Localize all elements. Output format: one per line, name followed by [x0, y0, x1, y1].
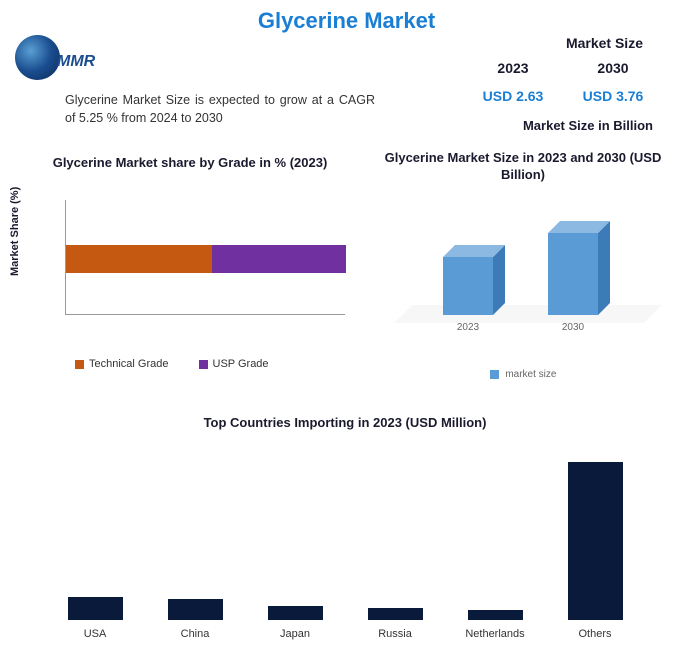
- ms-value-2: USD 3.76: [583, 88, 644, 104]
- bar3d-side: [493, 245, 505, 315]
- import-bar: [368, 608, 423, 620]
- share-legend-item-1: USP Grade: [199, 358, 269, 370]
- import-label: USA: [84, 628, 107, 640]
- import-bar-wrap-4: Netherlands: [455, 610, 535, 620]
- bar3d-front: [443, 257, 493, 315]
- market-size-values: USD 2.63 USD 3.76: [463, 88, 663, 104]
- import-bar: [68, 597, 123, 620]
- bar3d-label: 2023: [438, 322, 498, 333]
- legend-swatch-icon: [199, 360, 208, 369]
- import-bar-wrap-5: Others: [555, 462, 635, 620]
- import-bar-wrap-1: China: [155, 599, 235, 620]
- share-legend: Technical Grade USP Grade: [75, 358, 269, 370]
- size-3d-area: 2023 2030: [393, 195, 653, 335]
- legend-swatch-icon: [75, 360, 84, 369]
- legend-label: Technical Grade: [89, 358, 169, 370]
- import-bar: [168, 599, 223, 620]
- market-size-header: Market Size: [566, 35, 643, 51]
- import-bar-wrap-3: Russia: [355, 608, 435, 620]
- import-chart: Top Countries Importing in 2023 (USD Mil…: [25, 415, 665, 645]
- import-label: Japan: [280, 628, 310, 640]
- ms-year-2: 2030: [597, 60, 628, 76]
- import-bar: [468, 610, 523, 620]
- main-title: Glycerine Market: [0, 8, 693, 34]
- share-segment-1: [212, 245, 346, 273]
- description-text: Glycerine Market Size is expected to gro…: [65, 92, 375, 127]
- ms-year-1: 2023: [497, 60, 528, 76]
- logo-globe-icon: [15, 35, 60, 80]
- logo-text: MMR: [57, 53, 95, 71]
- bar3d-front: [548, 233, 598, 315]
- market-size-unit: Market Size in Billion: [523, 118, 653, 133]
- import-label: Russia: [378, 628, 412, 640]
- import-label: Others: [578, 628, 611, 640]
- bar3d-side: [598, 221, 610, 315]
- import-label: China: [181, 628, 210, 640]
- import-bar-wrap-2: Japan: [255, 606, 335, 620]
- size-chart: Glycerine Market Size in 2023 and 2030 (…: [373, 150, 673, 380]
- size-legend: market size: [373, 369, 673, 380]
- mmr-logo: MMR: [15, 35, 105, 85]
- import-bar-wrap-0: USA: [55, 597, 135, 620]
- import-bar: [268, 606, 323, 620]
- share-stacked-bar: [66, 245, 346, 273]
- import-bar: [568, 462, 623, 620]
- size-legend-swatch: [490, 370, 499, 379]
- import-bars: USA China Japan Russia Netherlands Others: [45, 450, 645, 620]
- share-chart-title: Glycerine Market share by Grade in % (20…: [20, 155, 360, 172]
- share-legend-item-0: Technical Grade: [75, 358, 169, 370]
- legend-label: USP Grade: [213, 358, 269, 370]
- share-bar-area: [65, 200, 345, 315]
- share-axis-label: Market Share (%): [9, 187, 21, 276]
- share-chart: Glycerine Market share by Grade in % (20…: [20, 155, 360, 375]
- import-chart-title: Top Countries Importing in 2023 (USD Mil…: [25, 415, 665, 430]
- size-floor: [394, 305, 662, 323]
- size-legend-label: market size: [505, 369, 556, 380]
- bar3d-label: 2030: [543, 322, 603, 333]
- share-segment-0: [66, 245, 212, 273]
- size-chart-title: Glycerine Market Size in 2023 and 2030 (…: [373, 150, 673, 184]
- ms-value-1: USD 2.63: [483, 88, 544, 104]
- import-label: Netherlands: [465, 628, 524, 640]
- market-size-years: 2023 2030: [463, 60, 663, 76]
